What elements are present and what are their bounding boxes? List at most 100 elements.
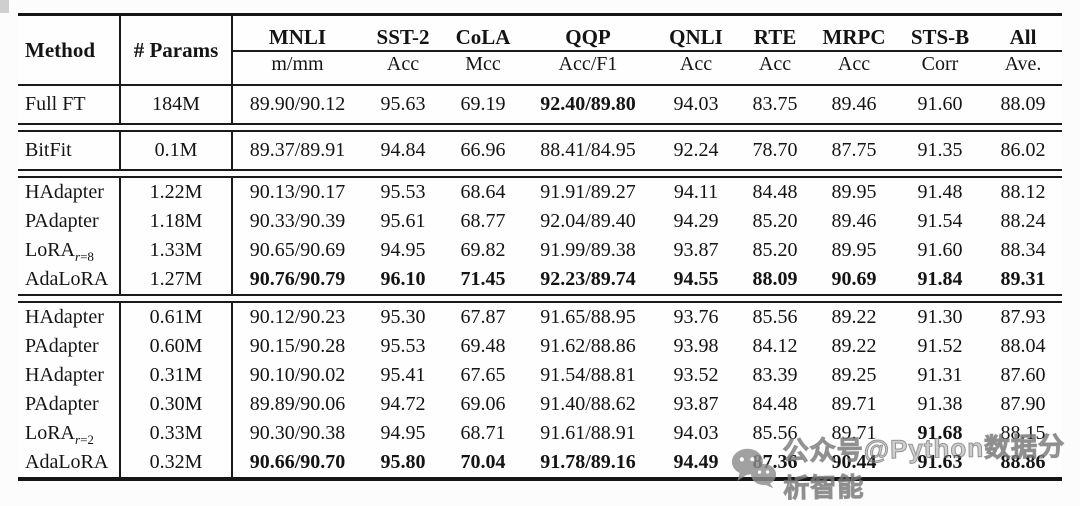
cell-mrpc: 89.22 bbox=[831, 335, 877, 357]
cell-rte: 83.39 bbox=[752, 364, 798, 386]
table-row: HAdapter 0.31M 90.10/90.02 95.41 67.65 91.54/… bbox=[18, 361, 1062, 390]
cell-qnli: 94.11 bbox=[673, 181, 719, 203]
divider-cell bbox=[18, 169, 1062, 178]
cell-params: 0.61M bbox=[120, 302, 233, 332]
cell-all: 88.12 bbox=[1000, 181, 1046, 203]
cell-qqp: 91.78/89.16 bbox=[540, 451, 636, 473]
cell-sts-b: 91.48 bbox=[917, 181, 963, 203]
cell-params: 0.32M bbox=[120, 448, 233, 479]
cell-qnli: 92.24 bbox=[673, 139, 719, 161]
cell-mnli: 90.66/90.70 bbox=[249, 451, 346, 473]
cell-mnli: 90.15/90.28 bbox=[249, 335, 346, 357]
table-row: AdaLoRA 1.27M 90.76/90.79 96.10 71.45 92.23/8… bbox=[18, 265, 1062, 295]
cell-method: PAdapter bbox=[18, 332, 121, 361]
table-row: BitFit 0.1M 89.37/89.91 94.84 66.96 88.41/84.… bbox=[18, 131, 1062, 170]
cell-mnli: 90.65/90.69 bbox=[249, 239, 346, 261]
table-row: HAdapter 1.22M 90.13/90.17 95.53 68.64 91.91/… bbox=[18, 177, 1062, 207]
cell-mnli: 89.90/90.12 bbox=[249, 93, 346, 115]
cell-qnli: 94.29 bbox=[673, 210, 719, 232]
col-subheader-qnli: Acc bbox=[654, 51, 738, 86]
cell-params: 0.31M bbox=[120, 361, 233, 390]
col-subheader-sts-b: Corr bbox=[896, 51, 984, 86]
cell-qqp: 92.23/89.74 bbox=[540, 268, 636, 290]
cell-rte: 85.20 bbox=[752, 210, 798, 232]
table-row: Full FT 184M 89.90/90.12 95.63 69.19 92.40/89… bbox=[18, 85, 1062, 124]
cell-sts-b: 91.38 bbox=[917, 393, 963, 415]
table-header: Method # Params MNLI SST-2 CoLA QQP QNLI RTE MRP… bbox=[18, 14, 1062, 86]
cell-method: HAdapter bbox=[18, 177, 121, 207]
cell-params: 0.30M bbox=[120, 390, 233, 419]
results-table: Method # Params MNLI SST-2 CoLA QQP QNLI RTE MRP… bbox=[18, 13, 1062, 481]
cell-rte: 83.75 bbox=[752, 93, 798, 115]
corner-artifact bbox=[0, 0, 9, 13]
divider-row bbox=[18, 123, 1062, 132]
cell-mrpc: 89.46 bbox=[831, 93, 877, 115]
cell-sts-b: 91.63 bbox=[917, 451, 963, 473]
cell-qqp: 91.40/88.62 bbox=[540, 393, 636, 415]
cell-sst-2: 94.95 bbox=[380, 422, 426, 444]
cell-mrpc: 90.44 bbox=[831, 451, 877, 473]
cell-method: HAdapter bbox=[18, 302, 121, 332]
table-row: PAdapter 1.18M 90.33/90.39 95.61 68.77 92.04/… bbox=[18, 207, 1062, 236]
cell-rte: 84.12 bbox=[752, 335, 798, 357]
cell-qnli: 94.03 bbox=[673, 422, 719, 444]
cell-method: LoRAr=2 bbox=[18, 419, 121, 448]
cell-sst-2: 94.95 bbox=[380, 239, 426, 261]
section-divider bbox=[18, 294, 1062, 303]
cell-mnli: 89.37/89.91 bbox=[249, 139, 346, 161]
table-row: HAdapter 0.61M 90.12/90.23 95.30 67.87 91.65/… bbox=[18, 302, 1062, 332]
cell-all: 88.15 bbox=[1000, 422, 1046, 444]
header-row-titles: Method # Params MNLI SST-2 CoLA QQP QNLI RTE MRP… bbox=[18, 14, 1062, 86]
cell-sts-b: 91.35 bbox=[917, 139, 963, 161]
table-row: LoRAr=8 1.33M 90.65/90.69 94.95 69.82 91.99/8… bbox=[18, 236, 1062, 265]
cell-sts-b: 91.60 bbox=[917, 239, 963, 261]
col-header-sts-b: STS-B bbox=[896, 14, 984, 52]
cell-sts-b: 91.84 bbox=[917, 268, 963, 290]
cell-params: 184M bbox=[120, 85, 233, 124]
cell-method: PAdapter bbox=[18, 207, 121, 236]
cell-method: AdaLoRA bbox=[18, 448, 121, 479]
table-section: HAdapter 1.22M 90.13/90.17 95.53 68.64 91.91/… bbox=[18, 177, 1062, 295]
cell-all: 88.24 bbox=[1000, 210, 1046, 232]
cell-cola: 70.04 bbox=[460, 451, 506, 473]
col-header-rte: RTE bbox=[738, 14, 812, 52]
col-subheader-all: Ave. bbox=[984, 51, 1062, 86]
cell-cola: 69.19 bbox=[460, 93, 506, 115]
cell-mnli: 90.10/90.02 bbox=[249, 364, 346, 386]
cell-sts-b: 91.52 bbox=[917, 335, 963, 357]
cell-qnli: 94.55 bbox=[673, 268, 719, 290]
cell-all: 88.04 bbox=[1000, 335, 1046, 357]
table-section: BitFit 0.1M 89.37/89.91 94.84 66.96 88.41/84.… bbox=[18, 131, 1062, 170]
cell-sts-b: 91.54 bbox=[917, 210, 963, 232]
cell-cola: 68.77 bbox=[460, 210, 506, 232]
cell-mrpc: 89.71 bbox=[831, 422, 877, 444]
cell-all: 87.90 bbox=[1000, 393, 1046, 415]
cell-qnli: 94.49 bbox=[673, 451, 719, 473]
col-header-cola: CoLA bbox=[444, 14, 522, 52]
cell-rte: 85.20 bbox=[752, 239, 798, 261]
cell-mrpc: 89.25 bbox=[831, 364, 877, 386]
cell-params: 1.18M bbox=[120, 207, 233, 236]
cell-sst-2: 96.10 bbox=[380, 268, 426, 290]
cell-method: LoRAr=8 bbox=[18, 236, 121, 265]
col-subheader-rte: Acc bbox=[738, 51, 812, 86]
cell-rte: 78.70 bbox=[752, 139, 798, 161]
cell-mnli: 90.76/90.79 bbox=[249, 268, 346, 290]
cell-mrpc: 89.46 bbox=[831, 210, 877, 232]
cell-cola: 71.45 bbox=[460, 268, 506, 290]
table-row: PAdapter 0.60M 90.15/90.28 95.53 69.48 91.62/… bbox=[18, 332, 1062, 361]
col-subheader-mrpc: Acc bbox=[812, 51, 896, 86]
method-subscript: r=8 bbox=[75, 249, 94, 264]
cell-mrpc: 89.95 bbox=[831, 181, 877, 203]
table-section: HAdapter 0.61M 90.12/90.23 95.30 67.87 91.65/… bbox=[18, 302, 1062, 479]
cell-cola: 69.06 bbox=[460, 393, 506, 415]
col-header-mrpc: MRPC bbox=[812, 14, 896, 52]
cell-params: 0.1M bbox=[120, 131, 233, 170]
cell-method: Full FT bbox=[18, 85, 121, 124]
cell-rte: 84.48 bbox=[752, 393, 798, 415]
method-subscript: r=2 bbox=[75, 432, 94, 447]
cell-sst-2: 95.80 bbox=[380, 451, 426, 473]
cell-mnli: 90.12/90.23 bbox=[249, 306, 346, 328]
cell-sts-b: 91.31 bbox=[917, 364, 963, 386]
cell-qnli: 93.98 bbox=[673, 335, 719, 357]
